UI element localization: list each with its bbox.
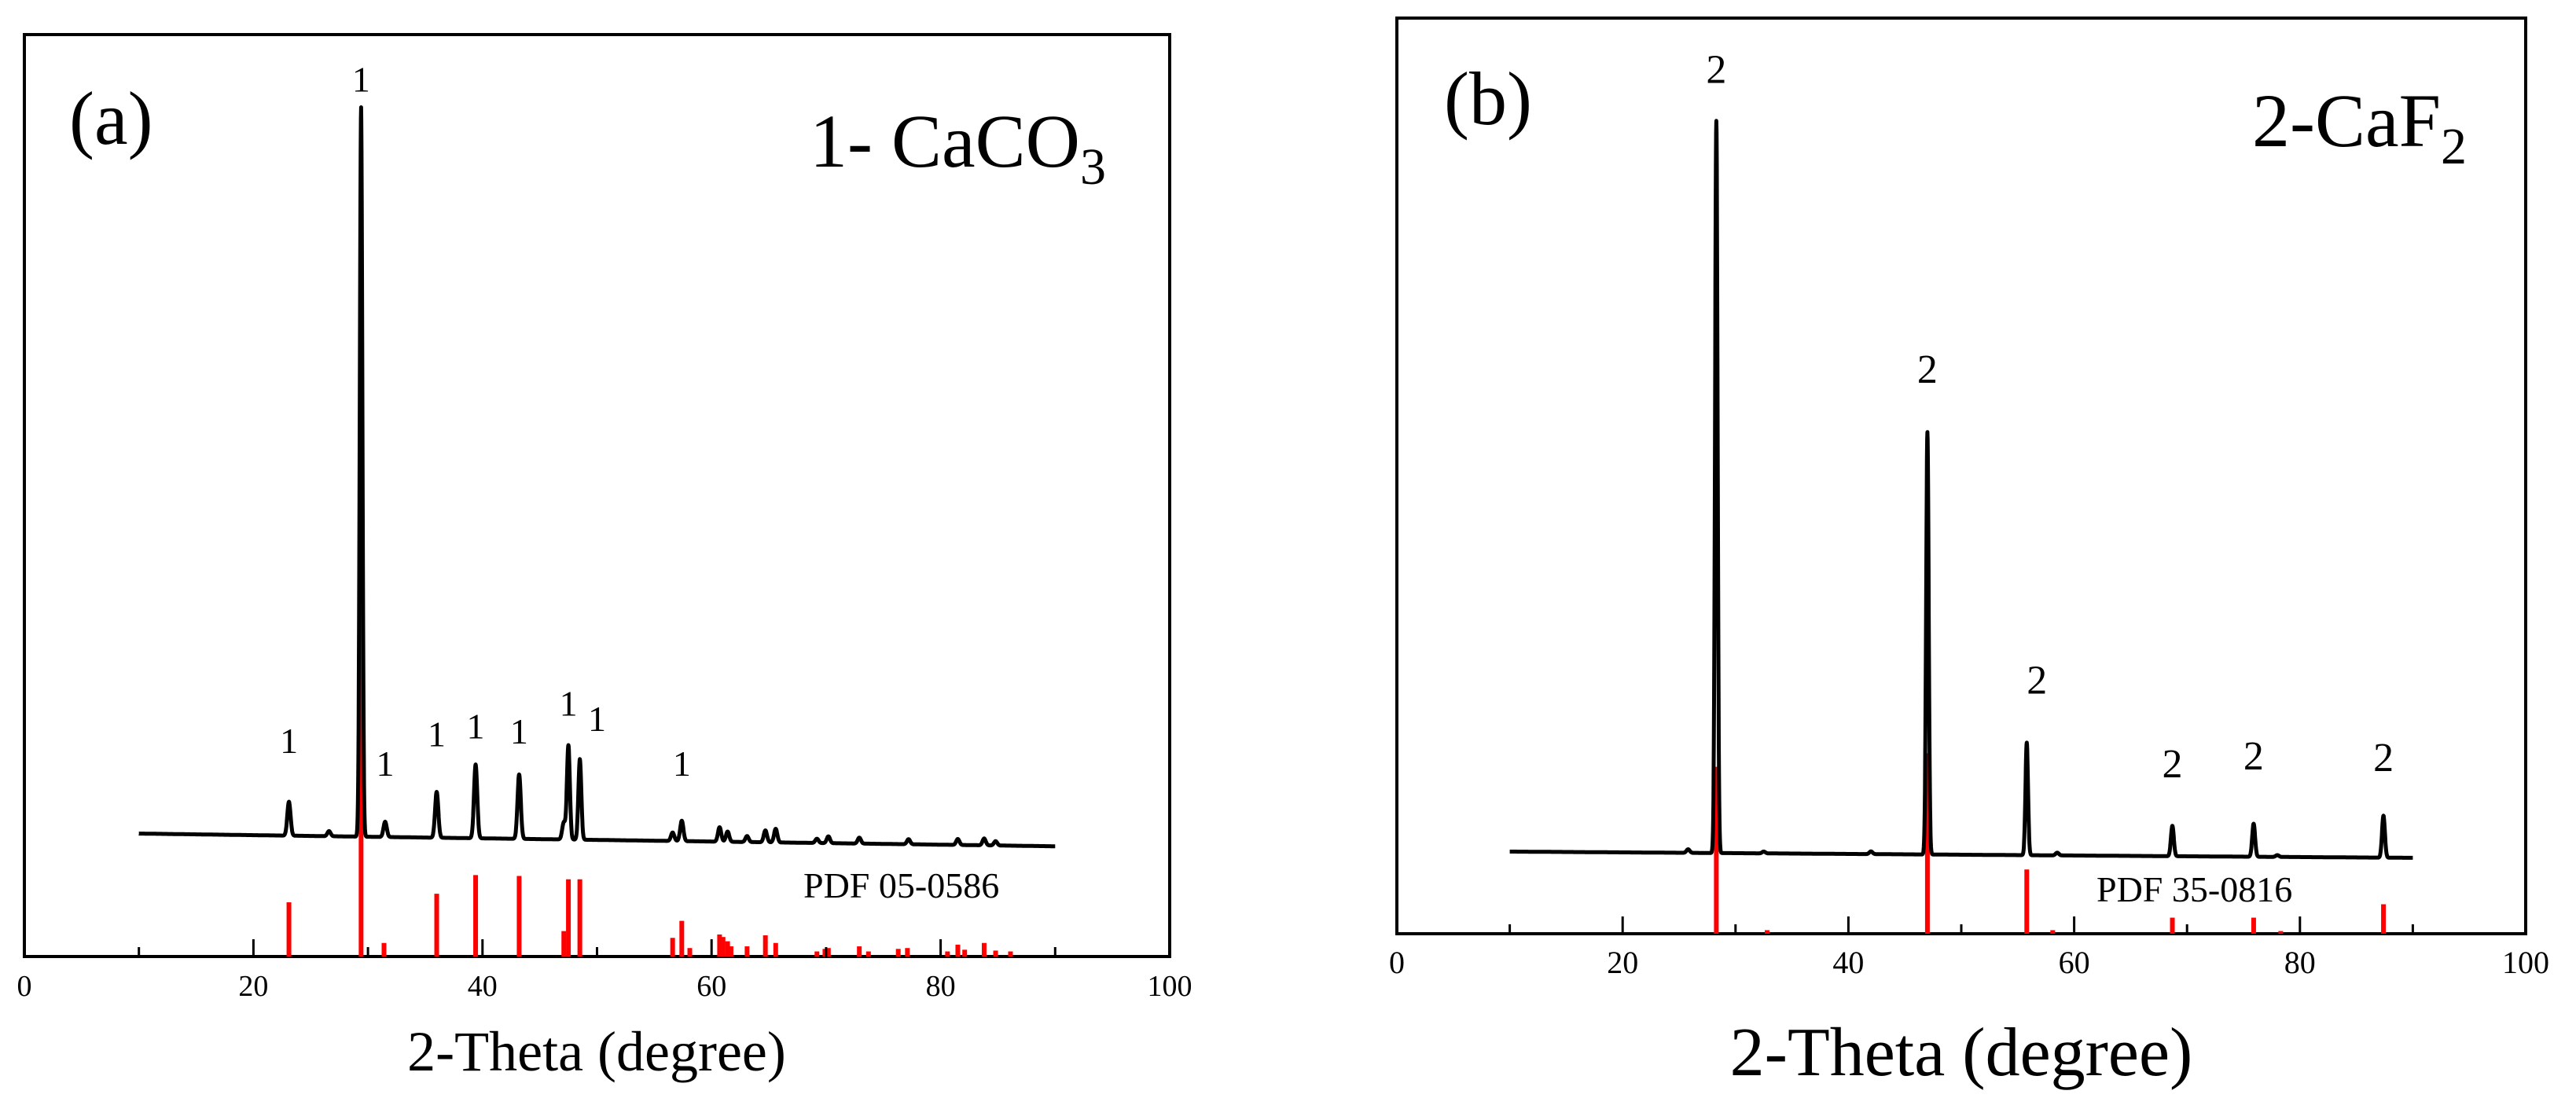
panel-a-peak-marker: 1 [510,711,528,751]
panel-b-label: (b) [1444,57,1532,141]
panel-a-x-ticks: 0 20 40 60 80 100 [17,939,1192,1003]
panel-b-x-tick-label: 80 [2284,945,2316,980]
panel-a-x-axis-label: 2-Theta (degree) [407,1020,786,1083]
panel-b-x-tick-label: 0 [1389,945,1405,980]
panel-b-reference-sticks [1714,753,2387,934]
panel-b-peak-marker: 2 [2373,736,2394,780]
panel-b-x-tick-label: 40 [1832,945,1864,980]
panel-b-peak-markers: 2 2 2 2 2 2 [1706,47,2394,787]
panel-a-peak-marker: 1 [588,699,606,739]
panel-b-peak-marker: 2 [1917,347,1938,392]
panel-a-peak-marker: 1 [673,744,691,784]
panel-b-title: 2-CaF2 [2252,79,2467,175]
panel-b-x-tick-label: 20 [1607,945,1638,980]
panel-a-peak-marker: 1 [280,721,298,761]
panel-b-title-main: 2-CaF [2252,79,2441,163]
panel-a-title-main: 1- CaCO [810,99,1080,183]
panel-a-peak-marker: 1 [467,707,485,747]
panel-a-x-tick-label: 20 [238,970,268,1003]
panel-b-pattern [1508,119,2415,860]
panel-a-title: 1- CaCO3 [810,99,1106,196]
panel-b-title-subscript: 2 [2441,118,2467,175]
panel-a-peak-marker: 1 [376,744,394,784]
panel-b-peak-marker: 2 [2027,658,2047,703]
panel-a-title-subscript: 3 [1080,138,1106,196]
panel-a-pattern [137,105,1057,849]
panel-b-peak-marker: 2 [2243,734,2264,779]
panel-a-pattern-line [137,105,1057,849]
panel-b-x-ticks: 0 20 40 60 80 100 [1389,916,2549,980]
panel-a-peak-marker: 1 [352,59,370,99]
panel-b-x-tick-label: 100 [2502,945,2549,980]
panel-a-label: (a) [69,76,153,160]
panel-a-x-tick-label: 100 [1148,970,1192,1003]
panel-a-x-tick-label: 60 [696,970,726,1003]
panel-b-x-axis-label: 2-Theta (degree) [1730,1015,2193,1091]
panel-a-x-tick-label: 0 [17,970,32,1003]
panel-a-reference-label: PDF 05-0586 [803,865,999,905]
panel-b-reference-label: PDF 35-0816 [2096,869,2292,909]
panel-a-peak-marker: 1 [560,684,578,724]
panel-b-peak-marker: 2 [2163,742,2183,787]
panel-a-peak-marker: 1 [428,714,446,754]
panel-b-peak-marker: 2 [1706,47,1726,92]
panel-b-x-tick-label: 60 [2059,945,2090,980]
panel-a-x-tick-label: 80 [926,970,956,1003]
panel-b-pattern-line [1508,119,2415,860]
panel-a-x-tick-label: 40 [468,970,498,1003]
